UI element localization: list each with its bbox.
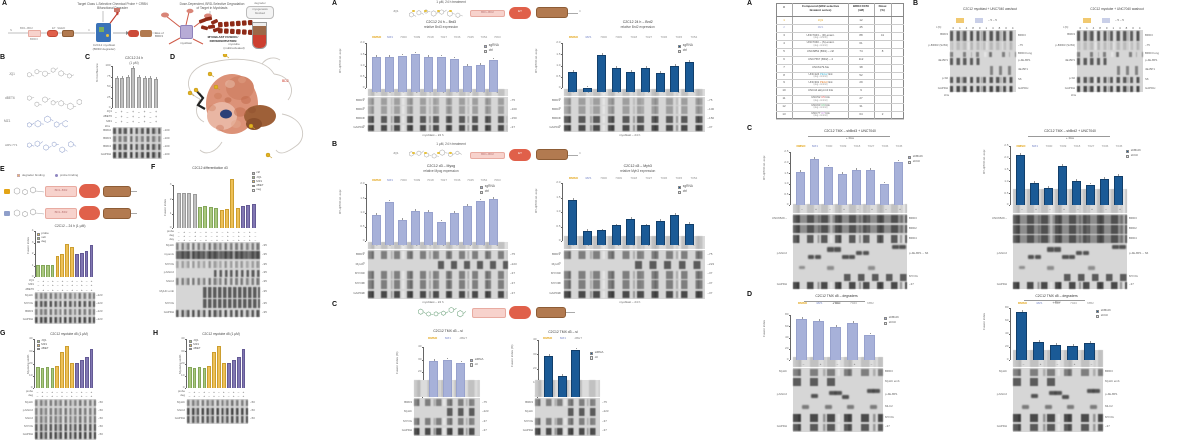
svg-text:BD2: BD2 <box>282 79 289 83</box>
